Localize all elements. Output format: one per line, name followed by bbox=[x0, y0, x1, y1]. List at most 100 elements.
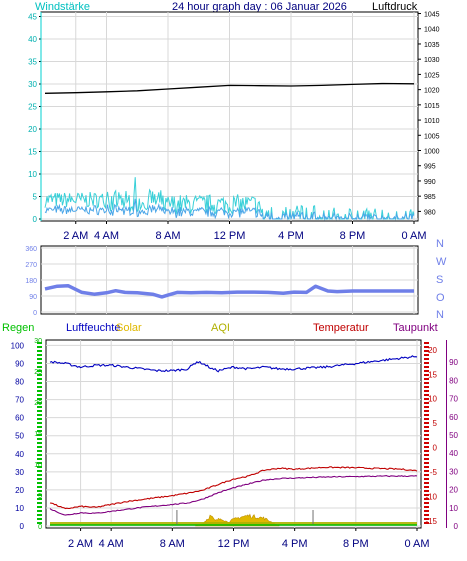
temperature-ruler-mark bbox=[424, 398, 429, 400]
temperature-ruler-mark bbox=[424, 510, 429, 512]
rain-ruler-mark bbox=[37, 494, 42, 496]
temperature-series bbox=[49, 466, 418, 510]
temperature-ruler-mark bbox=[424, 394, 429, 396]
rain-ruler-mark bbox=[37, 506, 42, 508]
temperature-ruler-mark bbox=[424, 370, 429, 372]
temperature-ruler-mark bbox=[424, 502, 429, 504]
wind-y-tick-25: 25 bbox=[28, 103, 37, 112]
temperature-ruler-mark bbox=[424, 442, 429, 444]
rain-y-tick-30: 30 bbox=[34, 338, 42, 345]
dewpoint-y-tick-40: 40 bbox=[449, 449, 458, 458]
pressure-y-tick-1030: 1030 bbox=[424, 57, 440, 64]
temperature-ruler-mark bbox=[424, 458, 429, 460]
temperature-ruler-mark bbox=[424, 346, 429, 348]
temperature-ruler-mark bbox=[424, 362, 429, 364]
temperature-ruler-mark bbox=[424, 522, 429, 524]
wind-y-tick-5: 5 bbox=[33, 193, 38, 202]
direction-label-s: S bbox=[436, 274, 443, 286]
dewpoint-y-tick-80: 80 bbox=[449, 376, 458, 385]
dewpoint-y-tick-10: 10 bbox=[449, 504, 458, 513]
temperature-y-tick-10: 10 bbox=[428, 395, 437, 404]
rain-ruler-mark bbox=[37, 394, 42, 396]
temperature-ruler-mark bbox=[424, 354, 429, 356]
solar-label: Solar bbox=[116, 322, 142, 334]
temperature-ruler-mark bbox=[424, 454, 429, 456]
rain-ruler-mark bbox=[37, 482, 42, 484]
temp-x-tick-0: 2 AM bbox=[68, 538, 93, 550]
direction-label-n-bottom: N bbox=[436, 309, 444, 321]
rain-y-tick-25: 25 bbox=[34, 369, 42, 376]
direction-label-w: W bbox=[436, 256, 447, 268]
temp-x-tick-4: 4 PM bbox=[282, 538, 308, 550]
temperature-ruler-mark bbox=[424, 410, 429, 412]
wind-y-tick-40: 40 bbox=[28, 35, 37, 44]
rain-y-tick-0: 0 bbox=[38, 524, 42, 531]
wind-y-tick-10: 10 bbox=[28, 170, 37, 179]
temperature-y-tick--5: -5 bbox=[430, 468, 438, 477]
rain-ruler-mark bbox=[37, 362, 42, 364]
page-title: 24 hour graph day : 06 Januar 2026 bbox=[172, 1, 347, 13]
rain-ruler-mark bbox=[37, 342, 42, 344]
temperature-ruler-mark bbox=[424, 494, 429, 496]
pressure-y-tick-1010: 1010 bbox=[424, 118, 440, 125]
temperature-y-tick-0: 0 bbox=[433, 444, 438, 453]
wind-y-tick-15: 15 bbox=[28, 148, 37, 157]
rain-ruler-mark bbox=[37, 478, 42, 480]
dewpoint-label: Taupunkt bbox=[393, 322, 438, 334]
rain-ruler-mark bbox=[37, 402, 42, 404]
humidity-y-tick-80: 80 bbox=[15, 378, 24, 387]
pressure-y-tick-985: 985 bbox=[424, 194, 436, 201]
humidity-y-tick-20: 20 bbox=[15, 486, 24, 495]
humidity-label: Luftfeuchte bbox=[66, 322, 120, 334]
temperature-ruler-mark bbox=[424, 514, 429, 516]
wind-x-tick-0: 2 AM bbox=[63, 230, 88, 242]
temperature-ruler-mark bbox=[424, 390, 429, 392]
temperature-ruler-mark bbox=[424, 366, 429, 368]
temperature-ruler-mark bbox=[424, 518, 429, 520]
rain-ruler-mark bbox=[37, 418, 42, 420]
temperature-ruler-mark bbox=[424, 342, 429, 344]
wind-y-tick-35: 35 bbox=[28, 58, 37, 67]
temperature-ruler-mark bbox=[424, 422, 429, 424]
temperature-ruler-mark bbox=[424, 358, 429, 360]
direction-y-tick-360: 360 bbox=[25, 246, 37, 253]
rain-y-tick-5: 5 bbox=[38, 493, 42, 500]
pressure-y-tick-995: 995 bbox=[424, 164, 436, 171]
aqi-label: AQI bbox=[211, 322, 230, 334]
wind-y-tick-0: 0 bbox=[33, 215, 38, 224]
humidity-y-tick-40: 40 bbox=[15, 450, 24, 459]
wind-direction-series bbox=[44, 283, 414, 299]
rain-ruler-mark bbox=[37, 414, 42, 416]
humidity-y-tick-50: 50 bbox=[15, 432, 24, 441]
rain-ruler-mark bbox=[37, 466, 42, 468]
wind-speed-series bbox=[44, 198, 415, 221]
temperature-y-tick-15: 15 bbox=[428, 370, 437, 379]
pressure-y-tick-1020: 1020 bbox=[424, 88, 440, 95]
wind-y-tick-45: 45 bbox=[28, 13, 37, 22]
dewpoint-y-tick-0: 0 bbox=[454, 522, 459, 531]
direction-y-tick-90: 90 bbox=[29, 294, 37, 301]
rain-ruler-mark bbox=[37, 502, 42, 504]
temperature-ruler-mark bbox=[424, 426, 429, 428]
temperature-ruler-mark bbox=[424, 438, 429, 440]
rain-ruler-mark bbox=[37, 490, 42, 492]
rain-ruler-mark bbox=[37, 366, 42, 368]
humidity-y-tick-60: 60 bbox=[15, 414, 24, 423]
humidity-series bbox=[49, 355, 418, 373]
dewpoint-axis-line bbox=[446, 340, 447, 528]
temperature-ruler-mark bbox=[424, 486, 429, 488]
temperature-ruler-mark bbox=[424, 474, 429, 476]
dewpoint-y-tick-90: 90 bbox=[449, 358, 458, 367]
rain-ruler-mark bbox=[37, 390, 42, 392]
rain-ruler-mark bbox=[37, 450, 42, 452]
rain-ruler-mark bbox=[37, 470, 42, 472]
wind-y-tick-30: 30 bbox=[28, 80, 37, 89]
direction-y-tick-180: 180 bbox=[25, 278, 37, 285]
rain-ruler-mark bbox=[37, 374, 42, 376]
dewpoint-y-tick-70: 70 bbox=[449, 395, 458, 404]
temperature-ruler-mark bbox=[424, 350, 429, 352]
temperature-ruler-mark bbox=[424, 482, 429, 484]
dewpoint-y-tick-60: 60 bbox=[449, 413, 458, 422]
direction-y-tick-0: 0 bbox=[33, 310, 37, 317]
wind-y-tick-20: 20 bbox=[28, 125, 37, 134]
